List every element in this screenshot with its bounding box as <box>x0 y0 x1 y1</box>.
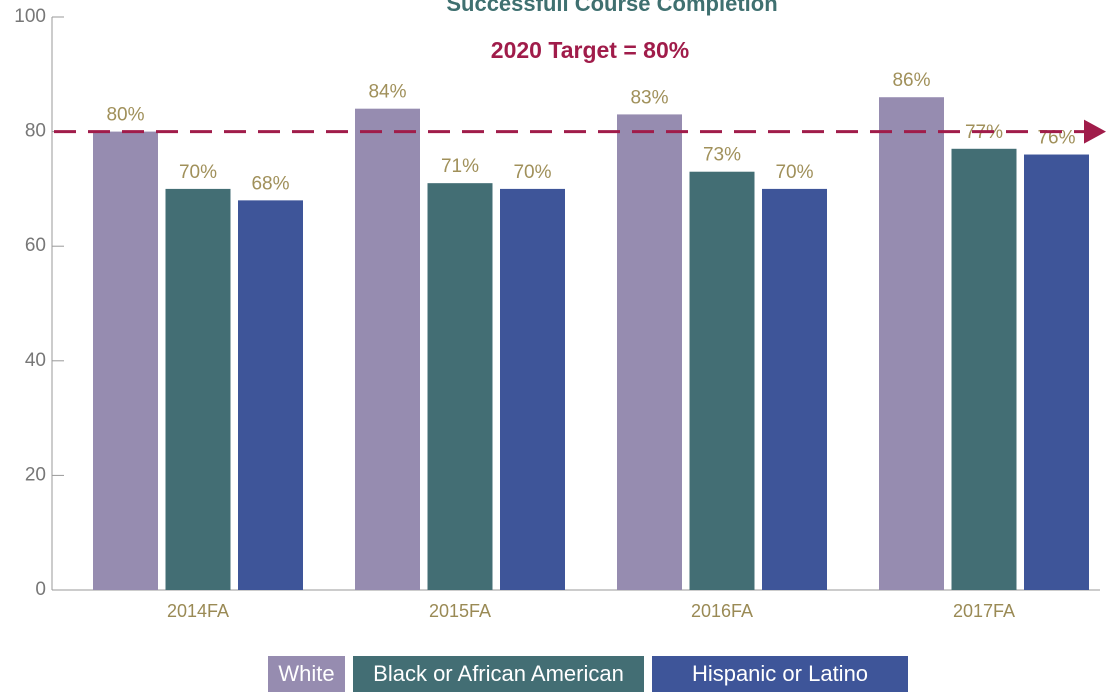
value-label: 70% <box>775 162 813 183</box>
value-label: 80% <box>106 105 144 126</box>
x-tick-label: 2016FA <box>691 601 753 621</box>
bar <box>762 188 827 590</box>
bar <box>427 183 493 591</box>
bar <box>355 108 420 591</box>
bar <box>689 171 755 590</box>
value-label: 83% <box>630 87 668 108</box>
bar <box>879 97 944 590</box>
chart-title: Successfull Course Completion <box>446 0 777 16</box>
y-tick-label: 20 <box>25 464 46 485</box>
y-tick-label: 0 <box>35 579 46 600</box>
legend-swatch <box>353 656 644 692</box>
target-label: 2020 Target = 80% <box>491 37 689 63</box>
legend-swatch <box>268 656 345 692</box>
bar <box>165 188 231 590</box>
legend-swatch <box>652 656 908 692</box>
y-tick-label: 80 <box>25 121 46 142</box>
x-tick-label: 2014FA <box>167 601 229 621</box>
value-label: 70% <box>513 162 551 183</box>
y-tick-label: 60 <box>25 235 46 256</box>
bar <box>951 148 1017 591</box>
bar <box>238 200 303 591</box>
y-tick-label: 100 <box>14 6 46 27</box>
y-tick-label: 40 <box>25 350 46 371</box>
value-label: 84% <box>368 82 406 103</box>
bar <box>500 188 565 590</box>
x-tick-label: 2015FA <box>429 601 491 621</box>
legend-label: Black or African American <box>373 661 624 686</box>
value-label: 73% <box>703 145 741 166</box>
bar <box>617 114 682 590</box>
legend-label: Hispanic or Latino <box>692 661 868 686</box>
target-arrow <box>1084 119 1106 144</box>
value-label: 71% <box>441 156 479 177</box>
x-tick-label: 2017FA <box>953 601 1015 621</box>
bar <box>1024 154 1089 590</box>
value-label: 68% <box>251 173 289 194</box>
legend-label: White <box>278 661 334 686</box>
value-label: 70% <box>179 162 217 183</box>
value-label: 86% <box>892 70 930 91</box>
bar <box>93 131 158 590</box>
